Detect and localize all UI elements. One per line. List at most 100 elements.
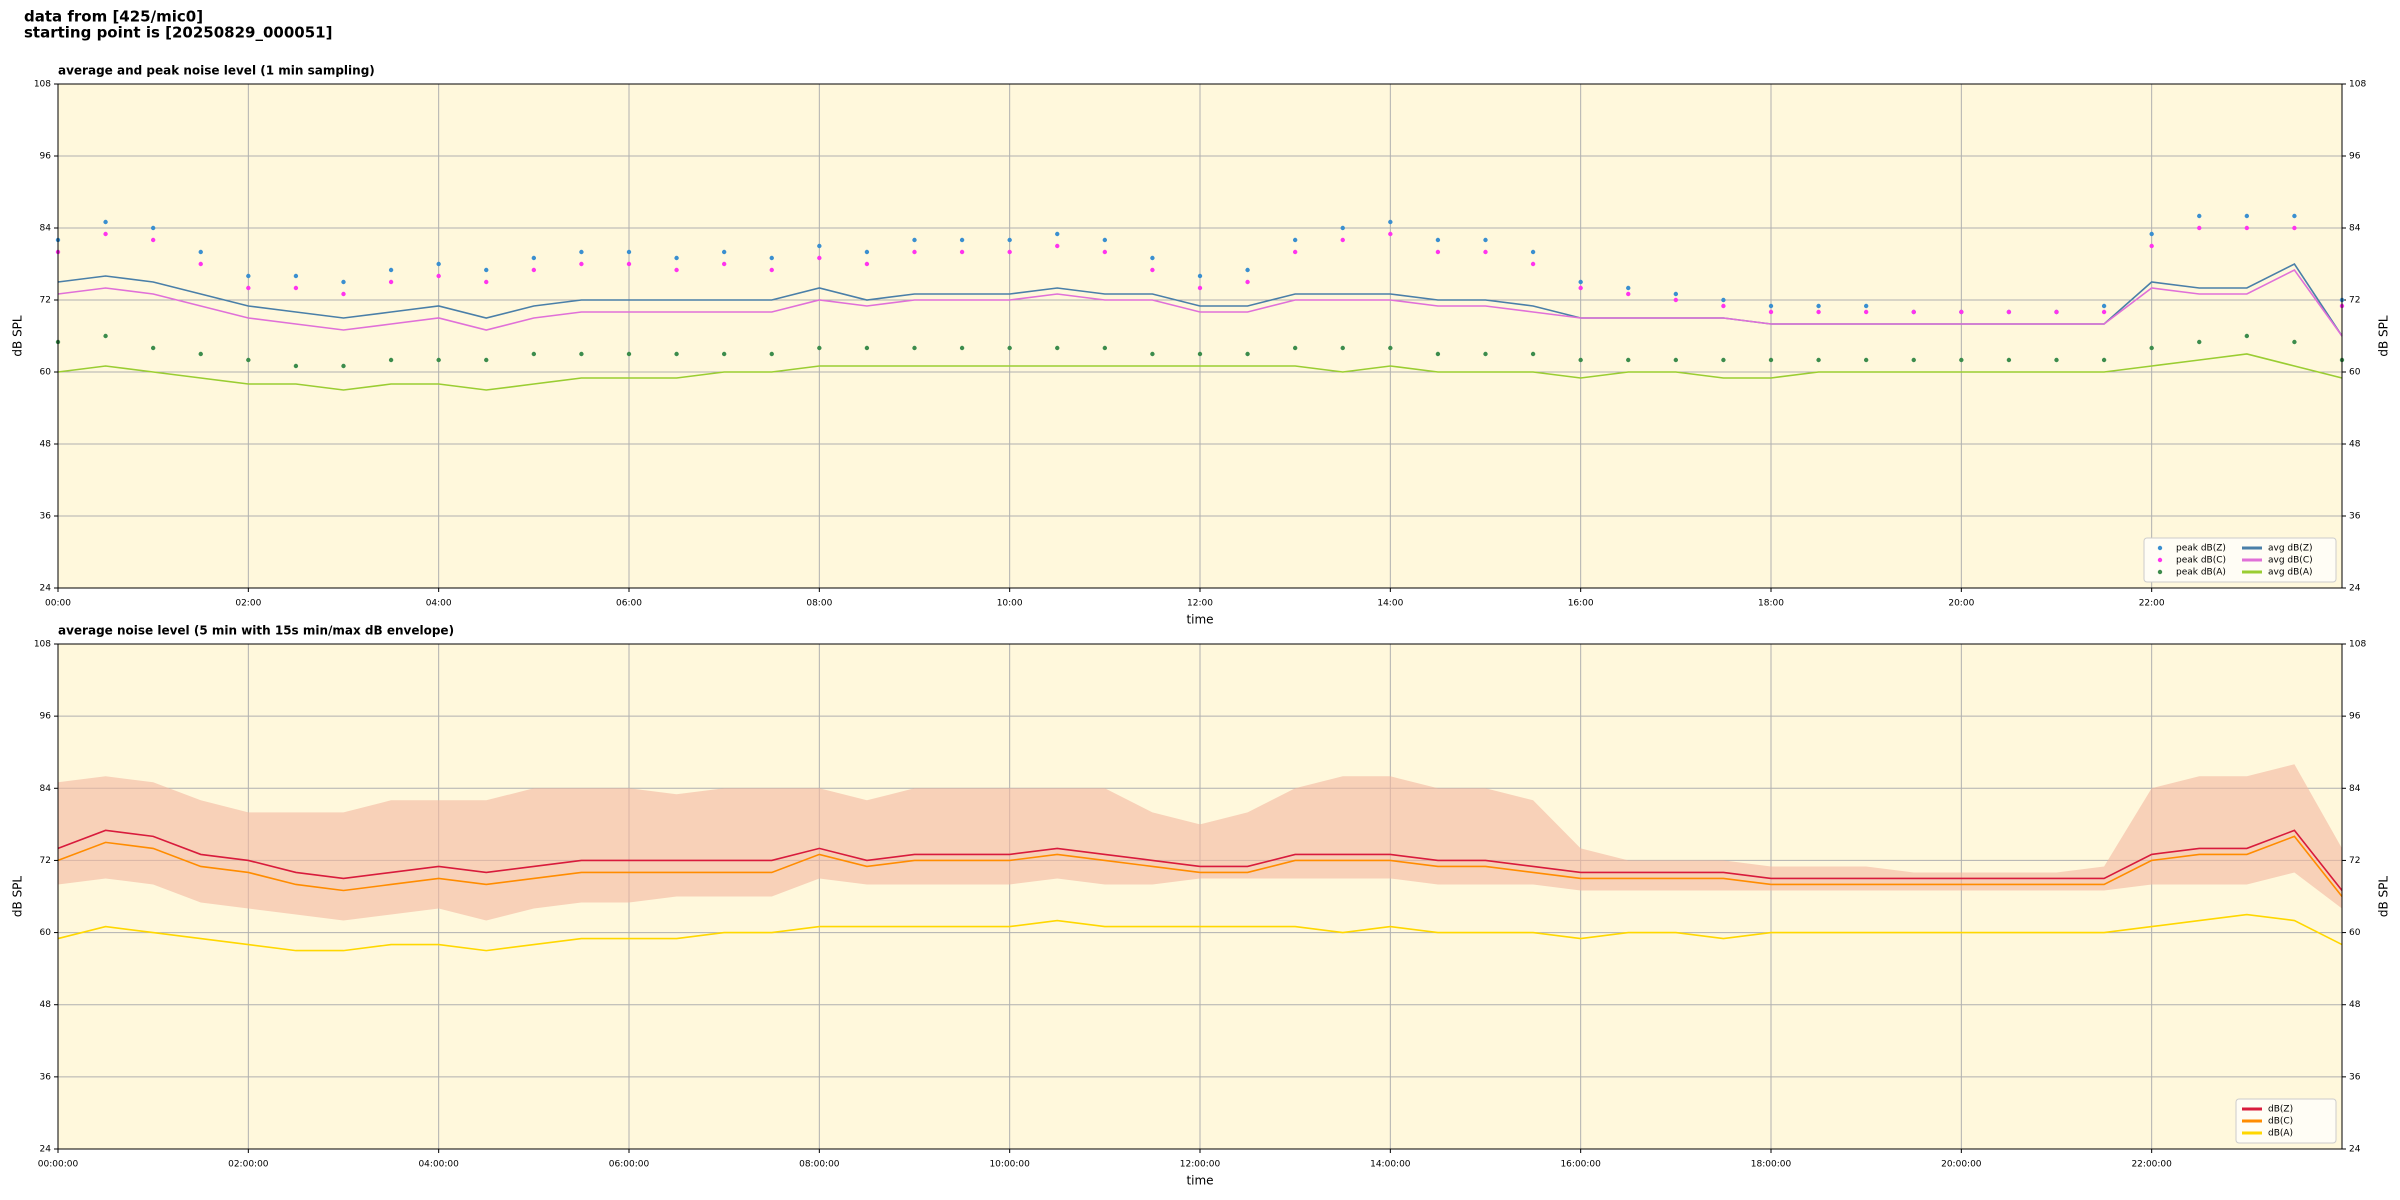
y-tick-label: 60 [2349, 928, 2361, 938]
peak-dot [2006, 309, 2012, 315]
y-tick-label: 96 [40, 152, 52, 162]
peak-dot [388, 267, 394, 273]
peak-dot [1673, 291, 1679, 297]
peak-dot [1102, 237, 1108, 243]
y-tick-label: 36 [2349, 512, 2361, 522]
x-tick-label: 20:00:00 [1941, 1160, 1982, 1170]
peak-dot [1340, 225, 1345, 231]
plot-frame [57, 643, 2343, 1150]
x-tick-label: 14:00:00 [1370, 1160, 1411, 1170]
y-tick-label: 72 [40, 856, 51, 866]
peak-dot [246, 357, 251, 363]
peak-dot [1721, 357, 1726, 363]
peak-dot [864, 261, 870, 267]
peak-dot [484, 267, 489, 273]
peak-dot [674, 255, 679, 261]
legend-label: dB(A) [2268, 1129, 2293, 1139]
peak-dot [2054, 357, 2059, 363]
x-tick-label: 22:00 [2139, 599, 2165, 609]
peak-dot [1340, 237, 1345, 243]
peak-dot [293, 273, 299, 279]
y-tick-label: 36 [2349, 1072, 2361, 1082]
y-axis-label: dB SPL [11, 876, 25, 918]
peak-dot [2197, 213, 2202, 219]
peak-dot [150, 237, 156, 243]
peak-dot [817, 243, 822, 249]
legend-marker [2157, 557, 2163, 563]
series-line [57, 913, 2343, 952]
peak-dot [1721, 303, 1726, 309]
legend-label: peak dB(Z) [2176, 544, 2226, 554]
y-tick-label: 108 [2349, 80, 2366, 90]
x-tick-label: 20:00 [1948, 599, 1974, 609]
peak-dot [150, 345, 156, 351]
peak-dot [1959, 357, 1964, 363]
x-axis-label: time [1186, 1174, 1213, 1188]
x-tick-label: 16:00 [1568, 599, 1594, 609]
legend-label: dB(C) [2268, 1117, 2293, 1127]
peak-dot [1816, 303, 1821, 309]
peak-dot [721, 351, 727, 357]
x-axis-label: time [1186, 613, 1213, 627]
peak-dot [198, 351, 203, 357]
peak-dot [1292, 345, 1298, 351]
peak-dot [1388, 231, 1393, 237]
y-axis-label: dB SPL [11, 315, 25, 357]
peak-dot [2197, 225, 2202, 231]
y-tick-label: 24 [40, 584, 52, 594]
peak-dot [1578, 357, 1583, 363]
header-line: starting point is [20250829_000051] [24, 24, 332, 42]
x-tick-label: 00:00 [45, 599, 71, 609]
y-axis-label: dB SPL [2377, 876, 2391, 918]
peak-dot [1245, 267, 1250, 273]
peak-dot [1911, 309, 1916, 315]
y-tick-label: 108 [34, 80, 51, 90]
x-tick-label: 16:00:00 [1560, 1160, 1601, 1170]
peak-dot [2006, 357, 2012, 363]
peak-dot [341, 363, 346, 369]
peak-dot [436, 357, 441, 363]
peak-dot [1816, 357, 1821, 363]
peak-dot [959, 237, 965, 243]
series-line [57, 835, 2343, 897]
peak-dot [1150, 267, 1155, 273]
y-tick-label: 72 [40, 296, 51, 306]
peak-dot [2101, 303, 2107, 309]
y-tick-label: 36 [40, 1072, 52, 1082]
peak-dot [198, 249, 203, 255]
x-tick-label: 08:00:00 [799, 1160, 840, 1170]
peak-dot [2054, 309, 2059, 315]
peak-dot [1863, 357, 1869, 363]
peak-dot [912, 249, 917, 255]
peak-dot [1959, 309, 1964, 315]
peak-dot [959, 249, 965, 255]
y-tick-label: 84 [40, 784, 52, 794]
peak-dot [1197, 351, 1203, 357]
x-tick-label: 14:00 [1377, 599, 1403, 609]
peak-dot [579, 351, 584, 357]
x-tick-label: 12:00 [1187, 599, 1213, 609]
peak-dot [1626, 291, 1631, 297]
peak-dot [1245, 351, 1250, 357]
peak-dot [1292, 237, 1298, 243]
legend-label: peak dB(C) [2176, 556, 2226, 566]
peak-dot [246, 273, 251, 279]
y-tick-label: 48 [2349, 1000, 2361, 1010]
peak-dot [1197, 285, 1203, 291]
peak-dot [484, 279, 489, 285]
peak-dot [912, 345, 917, 351]
peak-dot [436, 261, 441, 267]
peak-dot [2149, 345, 2154, 351]
x-tick-label: 02:00:00 [228, 1160, 269, 1170]
peak-dot [103, 219, 108, 225]
peak-dot [246, 285, 251, 291]
peak-dot [817, 255, 822, 261]
peak-dot [769, 255, 774, 261]
peak-dot [2292, 225, 2297, 231]
legend-label: dB(Z) [2268, 1105, 2293, 1115]
peak-dot [1007, 249, 1012, 255]
x-tick-label: 12:00:00 [1180, 1160, 1221, 1170]
peak-dot [1483, 249, 1488, 255]
peak-dot [1245, 279, 1250, 285]
peak-dot [769, 351, 774, 357]
